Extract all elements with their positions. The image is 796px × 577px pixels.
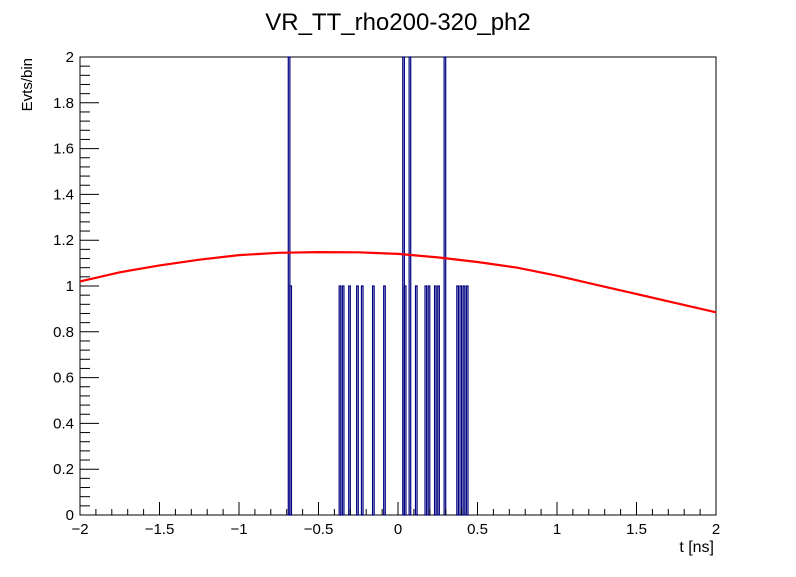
histogram-bar-15 bbox=[433, 285, 437, 516]
y-tick-label-3: 0.6 bbox=[53, 370, 74, 387]
histogram-bar-18 bbox=[456, 285, 460, 516]
chart-title: VR_TT_rho200-320_ph2 bbox=[265, 9, 531, 36]
y-tick-label-10: 2 bbox=[66, 49, 74, 66]
histogram-bar-14 bbox=[427, 285, 431, 516]
y-tick-label-8: 1.6 bbox=[53, 141, 74, 158]
x-tick-label-6: 1 bbox=[553, 521, 561, 538]
histogram-bar-21 bbox=[465, 285, 469, 516]
y-tick-label-6: 1.2 bbox=[53, 232, 74, 249]
plot-frame bbox=[79, 56, 717, 516]
y-tick-label-7: 1.4 bbox=[53, 186, 74, 203]
y-tick-label-0: 0 bbox=[66, 507, 74, 524]
y-tick-label-4: 0.8 bbox=[53, 324, 74, 341]
axis-layer: −2 −1.5 −1 −0.5 0 0.5 1 1.5 2 0 0.2 0.4 0.6 0.8 1 1.2 1.… bbox=[53, 49, 720, 538]
fit-curve-layer bbox=[79, 250, 717, 314]
y-tick-label-1: 0.2 bbox=[53, 461, 74, 478]
x-tick-label-2: −1 bbox=[230, 521, 247, 538]
histogram-bar-10 bbox=[403, 285, 407, 516]
histogram-bar-2 bbox=[338, 285, 342, 516]
x-tick-label-1: −1.5 bbox=[145, 521, 175, 538]
histogram-bar-7 bbox=[371, 285, 375, 516]
x-tick-label-0: −2 bbox=[71, 521, 88, 538]
x-tick-label-8: 2 bbox=[712, 521, 720, 538]
histogram-bar-19 bbox=[459, 285, 463, 516]
y-tick-label-2: 0.4 bbox=[53, 415, 74, 432]
x-tick-label-4: 0 bbox=[394, 521, 402, 538]
histogram-layer bbox=[287, 56, 469, 516]
histogram-bar-8 bbox=[383, 285, 386, 516]
histogram-bar-6 bbox=[360, 285, 364, 516]
x-tick-label-5: 0.5 bbox=[467, 521, 488, 538]
histogram-bar-20 bbox=[462, 285, 466, 516]
y-tick-label-5: 1 bbox=[66, 278, 74, 295]
histogram-bar-4 bbox=[348, 285, 351, 516]
x-axis-label: t [ns] bbox=[679, 539, 714, 556]
histogram-bar-11 bbox=[408, 56, 412, 516]
histogram-bar-3 bbox=[341, 285, 345, 516]
histogram-bar-16 bbox=[437, 285, 440, 516]
fit-curve-line bbox=[79, 250, 717, 314]
y-axis-label: Evts/bin bbox=[19, 58, 36, 111]
y-tick-label-9: 1.8 bbox=[53, 95, 74, 112]
histogram-bar-5 bbox=[356, 285, 359, 516]
histogram-bar-17 bbox=[443, 56, 447, 516]
x-tick-label-7: 1.5 bbox=[626, 521, 647, 538]
histogram-bar-1 bbox=[289, 285, 293, 516]
x-tick-label-3: −0.5 bbox=[304, 521, 334, 538]
histogram-bar-12 bbox=[414, 285, 418, 516]
histogram-bar-13 bbox=[424, 285, 428, 516]
